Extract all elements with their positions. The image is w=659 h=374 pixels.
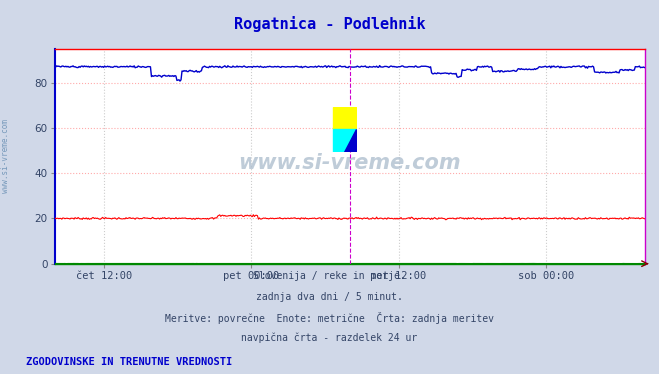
Polygon shape xyxy=(345,129,356,152)
Text: navpična črta - razdelek 24 ur: navpična črta - razdelek 24 ur xyxy=(241,333,418,343)
Text: ZGODOVINSKE IN TRENUTNE VREDNOSTI: ZGODOVINSKE IN TRENUTNE VREDNOSTI xyxy=(26,357,233,367)
Text: zadnja dva dni / 5 minut.: zadnja dva dni / 5 minut. xyxy=(256,292,403,302)
Text: www.si-vreme.com: www.si-vreme.com xyxy=(239,153,461,172)
Text: Rogatnica - Podlehnik: Rogatnica - Podlehnik xyxy=(234,16,425,32)
Text: Slovenija / reke in morje.: Slovenija / reke in morje. xyxy=(253,271,406,281)
Polygon shape xyxy=(333,129,356,152)
Text: www.si-vreme.com: www.si-vreme.com xyxy=(1,119,10,193)
Text: Meritve: povrečne  Enote: metrične  Črta: zadnja meritev: Meritve: povrečne Enote: metrične Črta: … xyxy=(165,312,494,324)
Polygon shape xyxy=(333,107,356,129)
